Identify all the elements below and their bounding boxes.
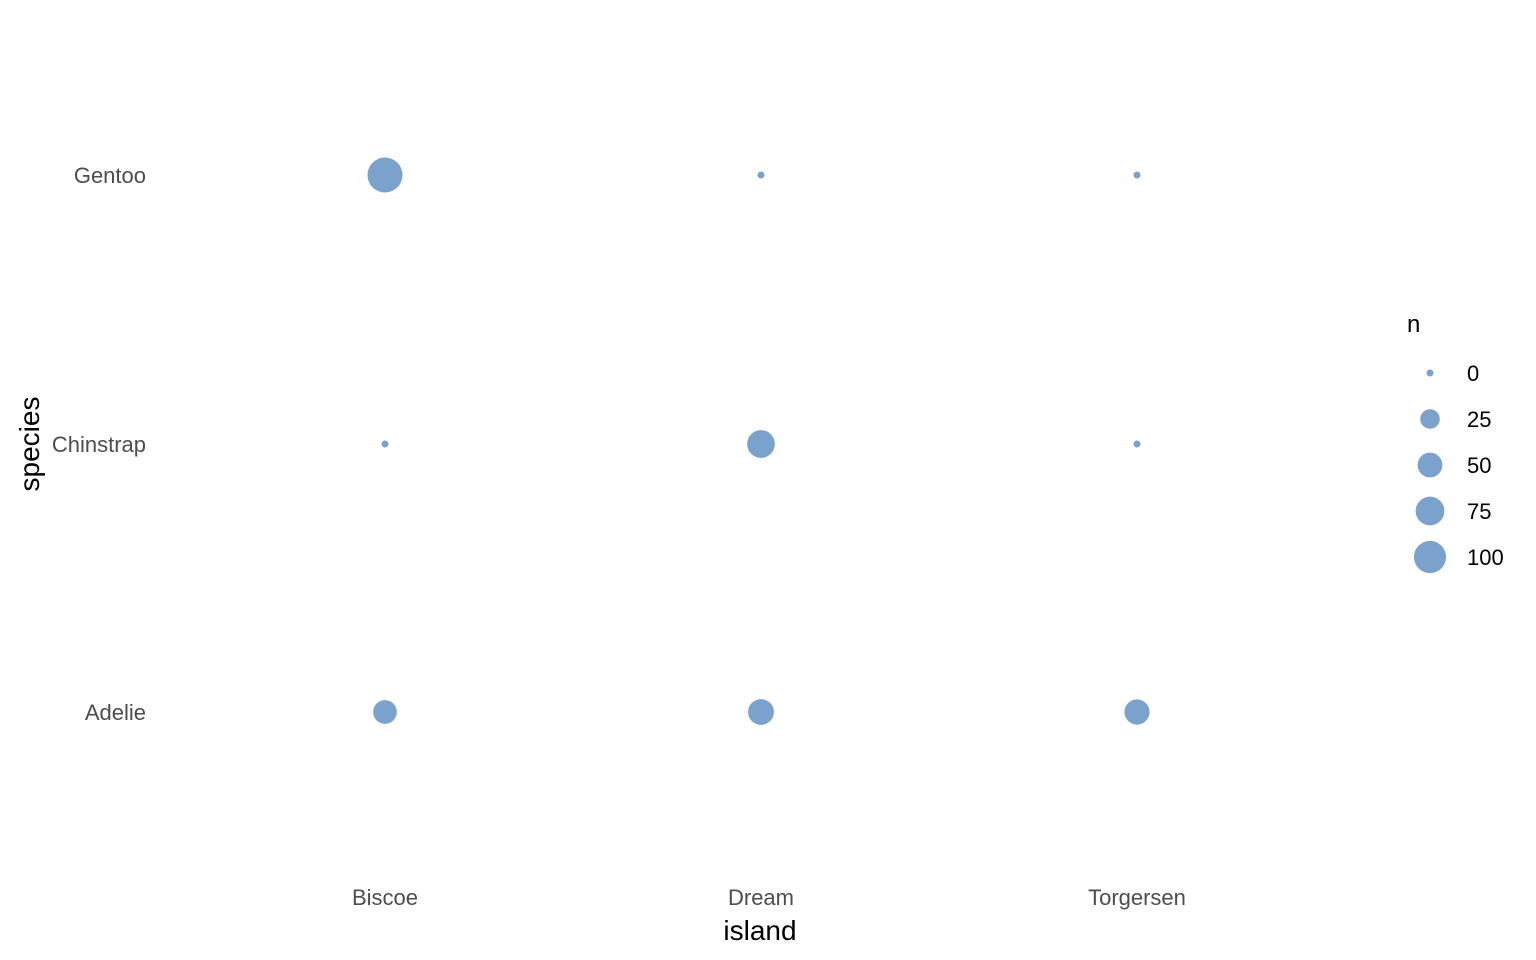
x-tick-label-dream: Dream — [728, 885, 794, 910]
legend-key-25 — [1420, 409, 1440, 429]
y-tick-label-adelie: Adelie — [85, 700, 146, 725]
legend-key-0 — [1426, 369, 1434, 377]
legend-keys: 0 25 50 75 100 — [1413, 361, 1504, 574]
point-biscoe-gentoo — [367, 157, 403, 193]
point-dream-adelie — [748, 699, 774, 725]
size-legend: n 0 25 50 75 100 — [1407, 311, 1504, 574]
point-torgersen-gentoo — [1133, 171, 1141, 179]
x-axis-title: island — [723, 915, 796, 946]
legend-key-75 — [1415, 496, 1445, 526]
point-biscoe-adelie — [373, 700, 397, 724]
legend-key-50 — [1417, 452, 1443, 478]
y-tick-label-chinstrap: Chinstrap — [52, 432, 146, 457]
point-dream-chinstrap — [747, 430, 775, 458]
legend-label-50: 50 — [1467, 453, 1491, 478]
legend-label-0: 0 — [1467, 361, 1479, 386]
x-tick-label-biscoe: Biscoe — [352, 885, 418, 910]
point-biscoe-chinstrap — [381, 440, 389, 448]
point-torgersen-adelie — [1124, 699, 1150, 725]
legend-key-100 — [1413, 540, 1447, 574]
y-axis-title: species — [14, 397, 45, 492]
legend-label-25: 25 — [1467, 407, 1491, 432]
point-dream-gentoo — [757, 171, 765, 179]
point-torgersen-chinstrap — [1133, 440, 1141, 448]
legend-title: n — [1407, 311, 1420, 338]
x-tick-label-torgersen: Torgersen — [1088, 885, 1186, 910]
chart-points — [367, 157, 1150, 725]
y-tick-label-gentoo: Gentoo — [74, 163, 146, 188]
y-axis-tick-labels: Adelie Chinstrap Gentoo — [52, 163, 146, 725]
legend-label-75: 75 — [1467, 499, 1491, 524]
x-axis-tick-labels: Biscoe Dream Torgersen — [352, 885, 1186, 910]
legend-label-100: 100 — [1467, 545, 1504, 570]
